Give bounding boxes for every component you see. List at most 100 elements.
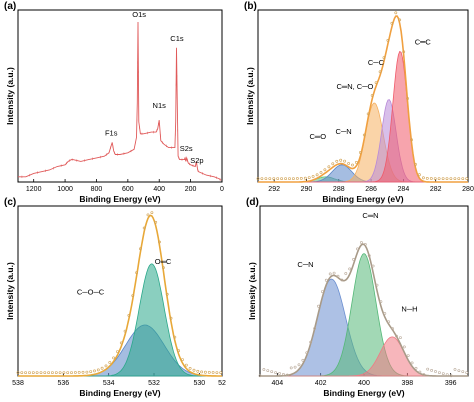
- data-point: [256, 177, 260, 181]
- data-point: [264, 177, 268, 181]
- data-point: [327, 165, 331, 169]
- data-point: [161, 266, 165, 270]
- data-point: [272, 177, 276, 181]
- data-point: [363, 242, 367, 246]
- data-point: [371, 264, 375, 268]
- data-point: [362, 133, 366, 137]
- data-point: [351, 163, 354, 167]
- data-point: [457, 177, 461, 181]
- data-point: [77, 370, 81, 374]
- peak-annotation: S2s: [180, 144, 193, 153]
- x-tick-label: 400: [153, 186, 165, 193]
- data-point: [260, 177, 264, 181]
- x-tick-label: 404: [271, 380, 283, 387]
- data-point: [181, 358, 184, 362]
- data-point: [378, 70, 382, 74]
- x-tick-label: 280: [462, 186, 474, 193]
- data-point: [335, 159, 339, 163]
- data-point: [211, 371, 215, 374]
- data-point: [410, 361, 414, 365]
- data-point: [449, 177, 453, 181]
- data-point: [445, 177, 449, 181]
- data-point: [356, 247, 359, 251]
- data-point: [354, 160, 358, 164]
- peak-annotation: C═C: [415, 37, 432, 46]
- data-point: [116, 350, 119, 354]
- data-point: [192, 368, 196, 372]
- data-point: [315, 173, 319, 177]
- data-point: [297, 363, 301, 367]
- data-point: [96, 368, 100, 372]
- data-point: [343, 159, 347, 163]
- data-point: [386, 39, 390, 42]
- data-point: [406, 354, 410, 358]
- peak-annotation: C─N: [297, 260, 313, 269]
- data-point: [104, 364, 108, 368]
- data-point: [215, 371, 219, 375]
- data-point: [320, 290, 324, 294]
- y-axis-label: Intensity (a.u.): [247, 262, 257, 320]
- x-axis-label: Binding Energy (eV): [322, 194, 403, 204]
- data-point: [379, 300, 383, 304]
- data-point: [305, 351, 309, 355]
- data-point: [313, 327, 317, 330]
- panel-4: (d) 404 402 400 398 396 Binding Energy (eV) Int…: [246, 197, 469, 398]
- data-point: [317, 304, 320, 308]
- data-point: [66, 371, 70, 375]
- data-point: [285, 373, 289, 377]
- data-point: [280, 177, 284, 181]
- data-point: [429, 177, 433, 180]
- panel-label: (a): [4, 1, 16, 12]
- data-point: [421, 176, 425, 180]
- data-point: [461, 177, 465, 181]
- x-tick-label: 402: [315, 380, 327, 387]
- peak-annotation: C═O: [309, 132, 326, 141]
- data-point: [418, 370, 422, 374]
- data-point: [289, 366, 293, 370]
- data-point: [20, 371, 24, 375]
- data-point: [422, 373, 426, 376]
- x-tick-label: 398: [401, 380, 413, 387]
- data-point: [184, 363, 188, 367]
- data-point: [441, 372, 445, 376]
- data-point: [331, 162, 335, 166]
- data-point: [35, 371, 39, 375]
- peak-annotation: C═N: [362, 211, 378, 220]
- data-point: [173, 335, 177, 339]
- peak-annotation: C─C: [368, 58, 385, 67]
- data-point: [24, 371, 28, 375]
- data-point: [278, 372, 281, 375]
- data-point: [258, 374, 262, 378]
- panel-label: (d): [246, 197, 259, 208]
- data-point: [430, 368, 434, 372]
- data-point: [319, 171, 323, 174]
- x-tick-label: 534: [103, 380, 115, 387]
- data-point: [375, 283, 379, 287]
- x-tick-label: 282: [430, 186, 442, 193]
- data-point: [89, 370, 93, 374]
- data-point: [367, 254, 371, 258]
- data-point: [266, 369, 270, 373]
- x-tick-label: 1000: [57, 186, 73, 193]
- data-point: [358, 151, 362, 154]
- data-point: [457, 369, 461, 373]
- data-point: [70, 371, 73, 375]
- data-point: [268, 177, 272, 181]
- data-point: [370, 94, 374, 97]
- peak-annotation: N1s: [153, 101, 167, 110]
- data-point: [274, 371, 278, 375]
- data-point: [383, 312, 387, 315]
- data-point: [449, 374, 453, 378]
- data-point: [426, 367, 430, 371]
- data-point: [135, 271, 139, 275]
- data-point: [395, 334, 398, 338]
- data-point: [47, 371, 51, 375]
- data-point: [62, 371, 66, 375]
- x-tick-label: 532: [148, 380, 160, 387]
- peak-annotation: C─O─C: [77, 287, 105, 296]
- data-point: [288, 177, 291, 181]
- panel-3: (c) 538 536 534 532 530 52 Binding Energy (eV) I…: [4, 197, 226, 398]
- data-point: [414, 162, 417, 166]
- data-point: [58, 371, 62, 375]
